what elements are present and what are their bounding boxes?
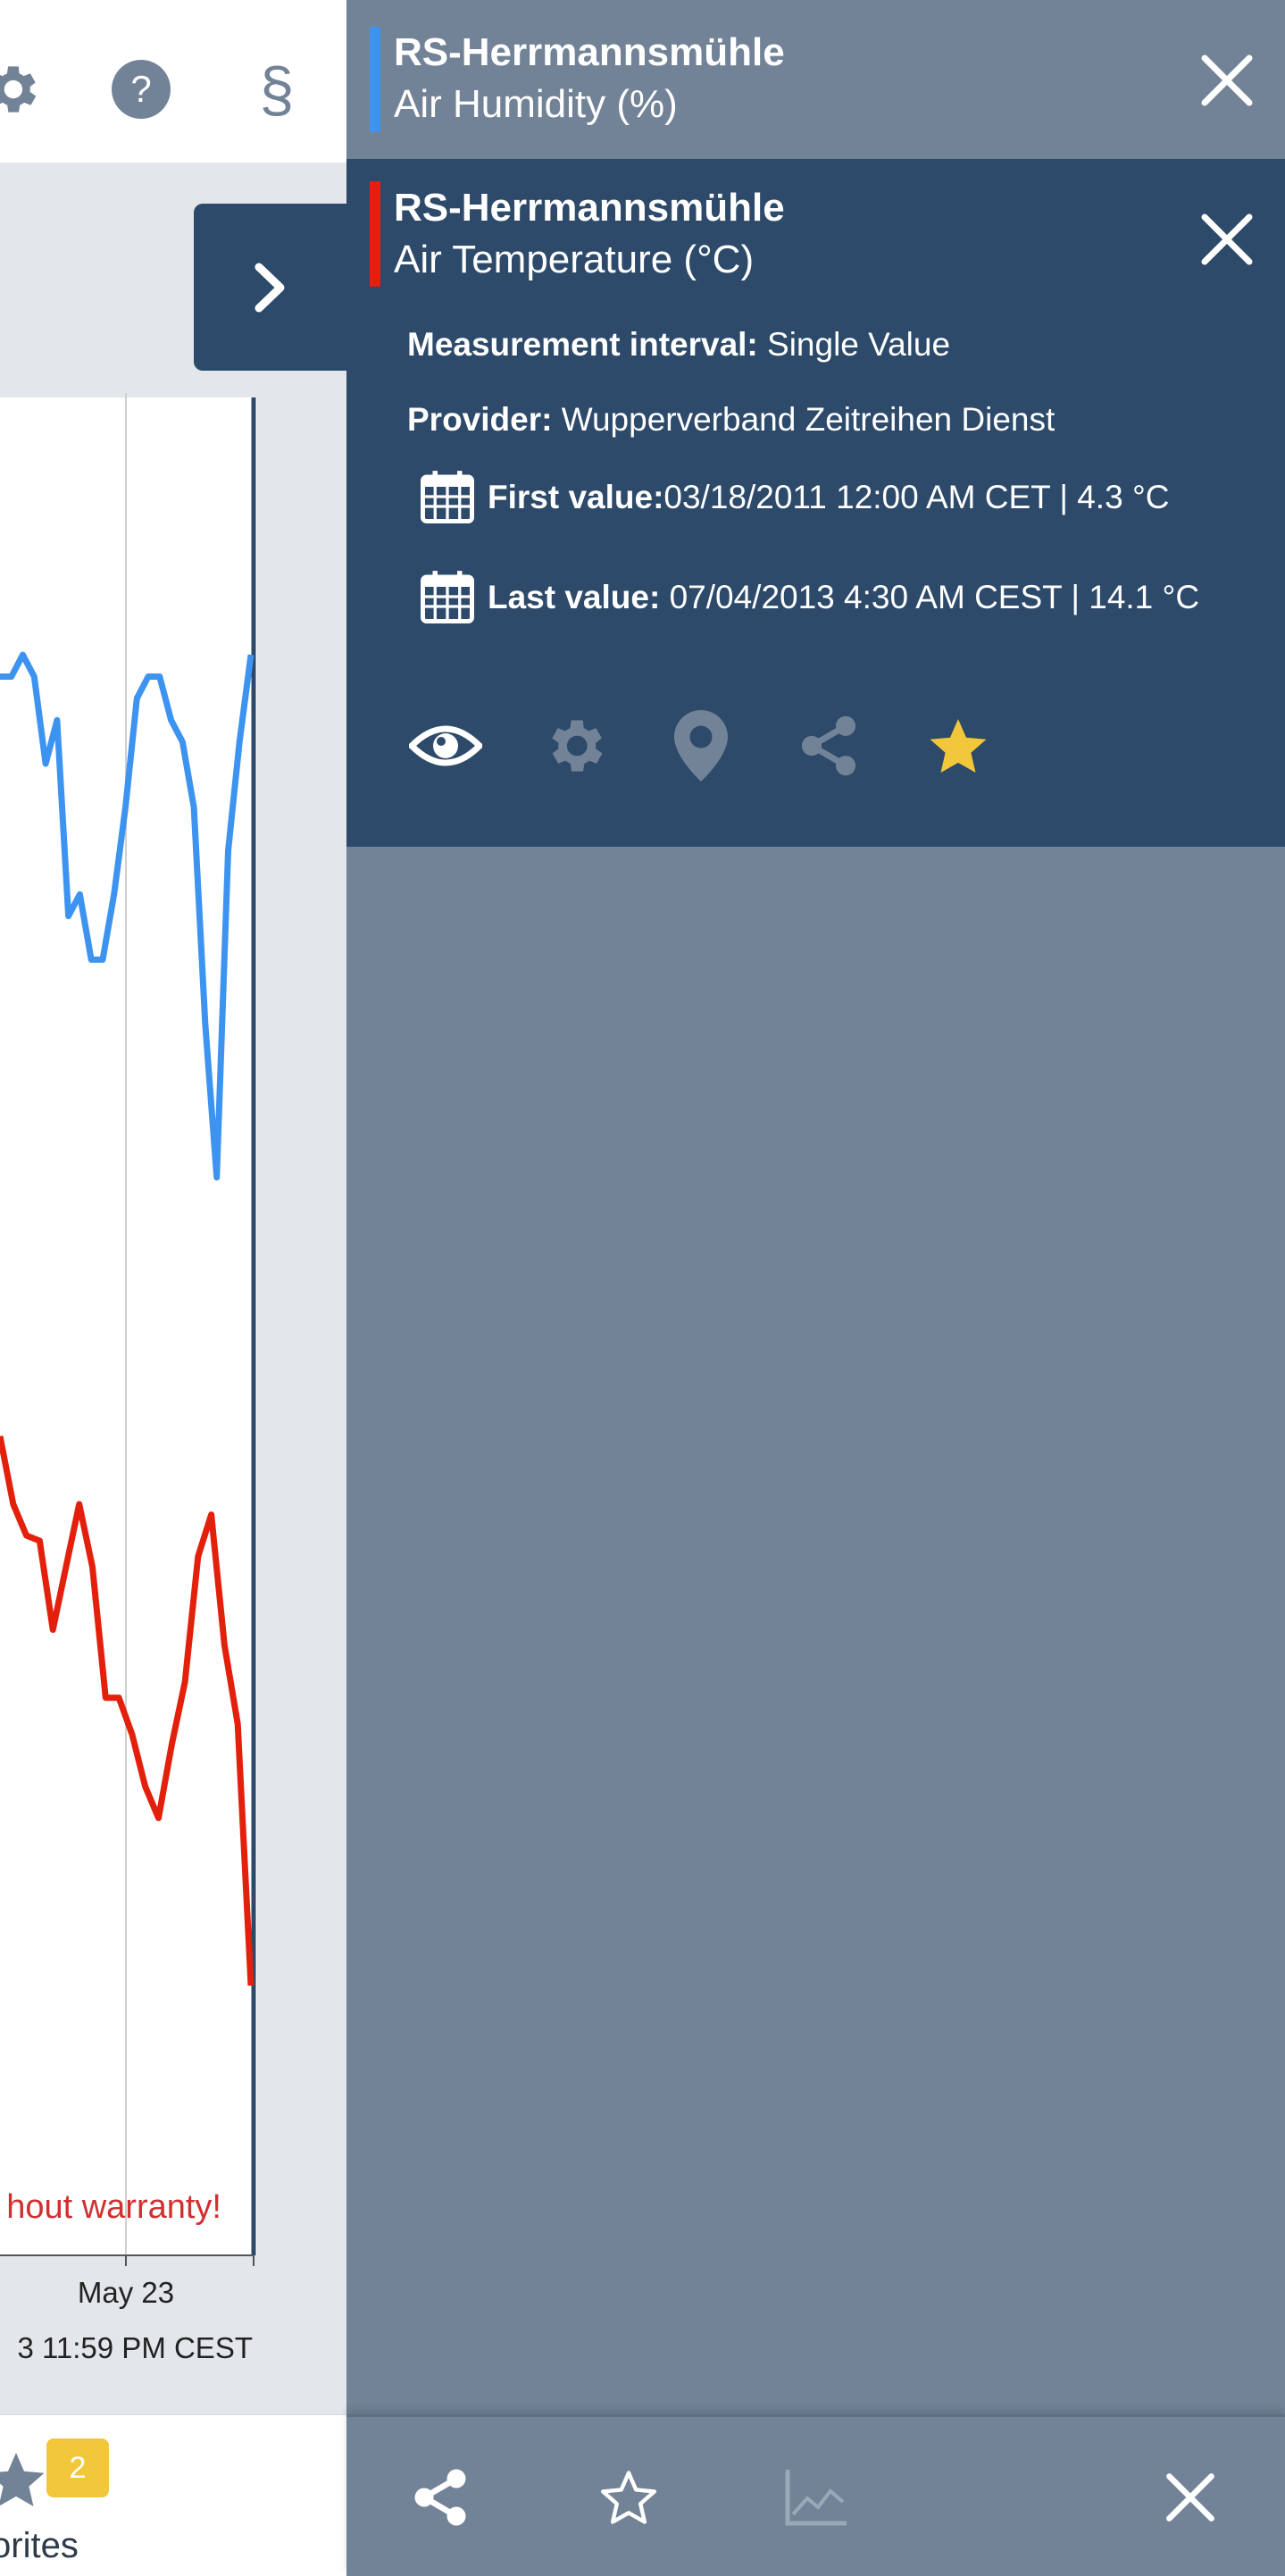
- top-toolbar: ? §: [0, 0, 346, 163]
- share-icon[interactable]: [396, 2453, 485, 2542]
- eye-icon[interactable]: [405, 706, 486, 786]
- timeseries-view: ? § hout warranty! May 23 3 11:59 PM CES…: [0, 0, 346, 2573]
- series-line-temperature: [0, 1435, 254, 1986]
- series-line-humidity: [0, 651, 254, 1181]
- info-label: Provider:: [407, 401, 553, 438]
- phenomenon-name: Air Temperature (°C): [394, 238, 755, 281]
- help-glyph: ?: [112, 60, 171, 119]
- info-label: Last value:: [488, 579, 661, 615]
- chart-timestamp: 3 11:59 PM CEST: [17, 2331, 253, 2364]
- provider: Provider: Wupperverband Zeitreihen Diens…: [407, 401, 1055, 439]
- measurement-interval: Measurement interval: Single Value: [407, 326, 950, 364]
- location-pin-icon[interactable]: [661, 706, 741, 786]
- x-tick-label: May 23: [78, 2276, 174, 2309]
- chevron-right-icon: [254, 263, 284, 312]
- chart-area: [0, 397, 257, 2255]
- gear-icon[interactable]: [0, 54, 46, 125]
- help-icon[interactable]: ?: [105, 54, 177, 125]
- station-name: RS-Herrmannsmühle: [394, 30, 785, 74]
- warranty-warning: hout warranty!: [6, 2188, 221, 2226]
- phenomenon-name: Air Humidity (%): [394, 82, 678, 126]
- calendar-icon: [421, 471, 474, 523]
- close-icon[interactable]: [1196, 49, 1258, 112]
- timeseries-entry-humidity[interactable]: RS-Herrmannsmühle Air Humidity (%): [346, 0, 1285, 161]
- expand-panel-button[interactable]: [194, 204, 346, 371]
- series-layer: [0, 651, 254, 1986]
- first-value: First value:03/18/2011 12:00 AM CET | 4.…: [488, 479, 1169, 516]
- gear-icon[interactable]: [534, 706, 614, 786]
- info-label: First value:: [488, 479, 664, 515]
- close-icon[interactable]: [1196, 208, 1258, 271]
- close-icon[interactable]: [1146, 2453, 1235, 2542]
- timeseries-chart: hout warranty! May 23: [0, 393, 256, 2309]
- entry-actions: [346, 706, 1285, 786]
- timeseries-entry-temperature[interactable]: RS-Herrmannsmühle Air Temperature (°C) M…: [346, 159, 1285, 847]
- favorite-star-icon[interactable]: [918, 706, 998, 786]
- station-name: RS-Herrmannsmühle: [394, 186, 785, 230]
- info-value: 03/18/2011 12:00 AM CET | 4.3 °C: [663, 479, 1170, 515]
- star-outline-icon[interactable]: [584, 2453, 673, 2542]
- info-value: 07/04/2013 4:30 AM CEST | 14.1 °C: [669, 579, 1200, 615]
- info-value: Single Value: [767, 326, 951, 363]
- legal-paragraph-icon[interactable]: §: [259, 54, 295, 124]
- favorites-star-icon[interactable]: [0, 2447, 48, 2512]
- series-color-bar: [370, 181, 380, 287]
- last-value: Last value: 07/04/2013 4:30 AM CEST | 14…: [488, 579, 1199, 616]
- favorites-label[interactable]: vorites: [0, 2526, 79, 2565]
- share-icon[interactable]: [789, 706, 869, 786]
- calendar-icon: [421, 571, 474, 623]
- timeseries-list-panel: RS-Herrmannsmühle Air Humidity (%) RS-He…: [346, 0, 1285, 2576]
- favorites-count-badge: 2: [46, 2438, 109, 2497]
- chart-icon[interactable]: [772, 2453, 861, 2542]
- info-value: Wupperverband Zeitreihen Dienst: [561, 401, 1056, 438]
- info-label: Measurement interval:: [407, 326, 758, 363]
- panel-footer-toolbar: [346, 2414, 1285, 2576]
- series-color-bar: [370, 27, 380, 132]
